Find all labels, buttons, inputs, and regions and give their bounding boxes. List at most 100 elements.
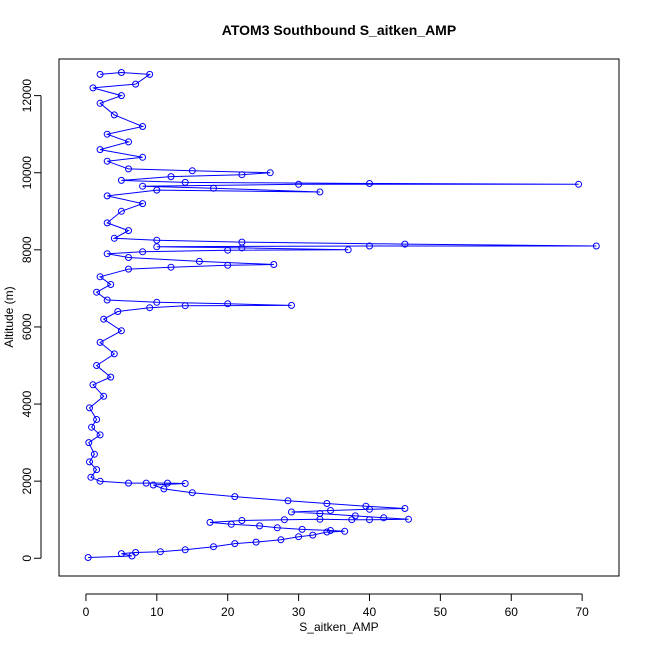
data-point — [280, 516, 288, 524]
data-point — [227, 520, 235, 528]
data-point — [103, 219, 111, 227]
series-layer — [84, 69, 600, 561]
x-tick-label: 70 — [575, 605, 589, 619]
x-axis-label: S_aitken_AMP — [299, 620, 378, 634]
x-tick-label: 20 — [221, 605, 235, 619]
data-point — [327, 507, 334, 514]
data-point — [181, 178, 189, 186]
x-tick-label: 60 — [505, 605, 519, 619]
data-point — [117, 176, 125, 184]
data-point — [181, 546, 189, 554]
data-point — [103, 192, 111, 200]
y-axis-label: Altitude (m) — [2, 286, 16, 347]
data-point — [103, 157, 111, 165]
data-point — [210, 543, 217, 551]
data-point — [132, 549, 140, 556]
data-point — [107, 373, 115, 381]
data-point — [93, 466, 101, 474]
series-line — [88, 71, 597, 558]
data-point — [316, 510, 324, 517]
y-tick-label: 0 — [20, 555, 34, 562]
data-point — [270, 261, 278, 268]
data-point — [266, 169, 274, 177]
data-point — [238, 238, 246, 246]
data-point — [153, 186, 161, 194]
data-point — [87, 473, 95, 481]
data-point — [592, 242, 600, 250]
plot-frame — [58, 58, 620, 577]
chart-title: ATOM3 Southbound S_aitken_AMP — [222, 22, 456, 38]
data-point — [125, 254, 132, 261]
data-point — [153, 236, 161, 244]
y-tick-label: 6000 — [20, 313, 34, 340]
data-point — [224, 300, 232, 308]
y-tick-label: 2000 — [20, 467, 34, 494]
data-point — [380, 514, 388, 522]
data-point — [298, 525, 306, 533]
data-point — [575, 180, 583, 188]
data-point — [181, 302, 189, 310]
data-point — [405, 515, 412, 523]
data-point — [231, 493, 239, 501]
data-point — [366, 516, 373, 524]
data-point — [288, 301, 295, 309]
data-point — [93, 416, 101, 423]
data-point — [153, 298, 161, 306]
data-point — [103, 250, 111, 258]
y-tick-label: 4000 — [20, 390, 34, 417]
data-point — [93, 288, 101, 296]
data-point — [309, 531, 317, 539]
data-point — [128, 552, 136, 560]
data-point — [86, 404, 93, 412]
axes-layer: 0 10 20 30 40 50 60 70 0 2000 4000 6000 8000 10000 120… — [20, 79, 589, 619]
x-tick-label: 10 — [150, 605, 164, 619]
data-point — [117, 207, 125, 215]
data-point — [114, 308, 122, 315]
x-tick-label: 40 — [363, 605, 377, 619]
data-point — [96, 273, 104, 281]
data-point — [341, 527, 349, 535]
data-point — [85, 439, 93, 447]
x-tick-label: 50 — [434, 605, 448, 619]
data-point — [125, 227, 132, 235]
data-point — [86, 458, 93, 466]
data-point — [316, 188, 324, 196]
data-point — [366, 180, 373, 187]
data-point — [344, 246, 352, 254]
data-point — [323, 500, 331, 507]
data-point — [277, 536, 285, 544]
data-point — [351, 512, 359, 520]
data-point — [139, 200, 147, 208]
data-point — [125, 265, 132, 273]
data-point — [149, 481, 157, 489]
data-point — [146, 70, 154, 78]
data-point — [327, 527, 334, 534]
data-point — [89, 381, 97, 389]
data-point — [96, 431, 104, 439]
data-point — [206, 518, 214, 526]
data-point — [142, 479, 150, 487]
data-point — [100, 315, 108, 323]
data-point — [167, 263, 175, 271]
data-point — [96, 477, 104, 485]
data-point — [231, 540, 239, 548]
data-point — [96, 99, 104, 107]
data-point — [401, 505, 409, 512]
data-point — [273, 524, 281, 532]
data-point — [224, 261, 232, 269]
data-point — [188, 167, 196, 175]
data-point — [153, 243, 161, 251]
data-point — [89, 84, 97, 92]
data-point — [238, 517, 246, 524]
data-point — [125, 165, 132, 173]
data-point — [117, 92, 125, 100]
data-point — [195, 257, 203, 265]
y-tick-label: 10000 — [20, 156, 34, 190]
data-point — [139, 248, 147, 256]
data-point — [210, 184, 217, 192]
data-point — [110, 111, 118, 119]
data-point — [139, 153, 147, 161]
data-point — [348, 516, 356, 524]
